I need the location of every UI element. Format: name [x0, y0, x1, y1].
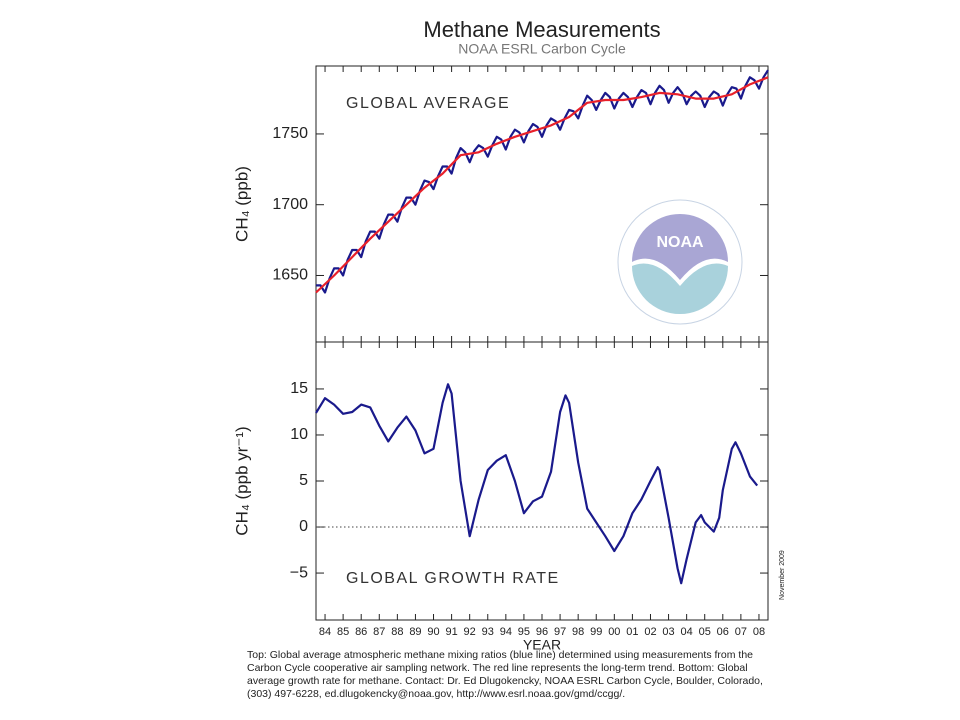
- y-tick-label: 0: [299, 518, 308, 535]
- y-tick-label: 1750: [272, 125, 308, 142]
- logo-bottom: [632, 263, 728, 314]
- logo-text: NOAA: [656, 234, 704, 251]
- logo-top: [632, 214, 728, 280]
- x-tick-label: 93: [482, 626, 494, 638]
- x-tick-label: 98: [572, 626, 584, 638]
- chart-title: Methane Measurements: [423, 17, 660, 42]
- x-tick-label: 05: [699, 626, 711, 638]
- x-tick-label: 04: [681, 626, 693, 638]
- y-tick-label: 1650: [272, 267, 308, 284]
- x-tick-label: 85: [337, 626, 349, 638]
- x-tick-label: 91: [445, 626, 457, 638]
- data-line: [315, 76, 769, 294]
- y-tick-label: 1700: [272, 196, 308, 213]
- x-tick-label: 97: [554, 626, 566, 638]
- panel-annotation: GLOBAL GROWTH RATE: [346, 570, 560, 587]
- x-tick-label: 84: [319, 626, 331, 638]
- y-tick-label: 5: [299, 472, 308, 489]
- x-tick-label: 01: [626, 626, 638, 638]
- x-tick-label: 94: [500, 626, 512, 638]
- x-axis-label: YEAR: [523, 637, 561, 653]
- caption-line: average growth rate for methane. Contact…: [247, 675, 763, 687]
- x-tick-label: 07: [735, 626, 747, 638]
- x-tick-label: 89: [409, 626, 421, 638]
- x-tick-label: 86: [355, 626, 367, 638]
- data-line: [315, 383, 759, 585]
- y-tick-label: −5: [290, 564, 308, 581]
- x-tick-label: 88: [391, 626, 403, 638]
- x-tick-label: 87: [373, 626, 385, 638]
- date-note: November 2009: [779, 550, 786, 600]
- y-tick-label: 10: [290, 426, 308, 443]
- logo: NOAA: [617, 199, 743, 325]
- x-tick-label: 08: [753, 626, 765, 638]
- x-tick-label: 00: [608, 626, 620, 638]
- y-axis-label: CH₄ (ppb yr⁻¹): [232, 426, 251, 535]
- x-tick-label: 06: [717, 626, 729, 638]
- caption-line: Carbon Cycle cooperative air sampling ne…: [247, 662, 748, 674]
- y-tick-label: 15: [290, 380, 308, 397]
- x-tick-label: 92: [464, 626, 476, 638]
- panel-annotation: GLOBAL AVERAGE: [346, 95, 510, 112]
- x-tick-label: 03: [662, 626, 674, 638]
- chart-subtitle: NOAA ESRL Carbon Cycle: [458, 41, 626, 57]
- x-tick-label: 90: [427, 626, 439, 638]
- x-tick-label: 02: [644, 626, 656, 638]
- y-axis-label: CH₄ (ppb): [232, 166, 251, 242]
- x-tick-label: 99: [590, 626, 602, 638]
- x-tick-label: 96: [536, 626, 548, 638]
- data-line: [316, 69, 769, 294]
- caption-line: (303) 497-6228, ed.dlugokencky@noaa.gov,…: [247, 688, 625, 700]
- caption-line: Top: Global average atmospheric methane …: [247, 649, 753, 661]
- x-tick-label: 95: [518, 626, 530, 638]
